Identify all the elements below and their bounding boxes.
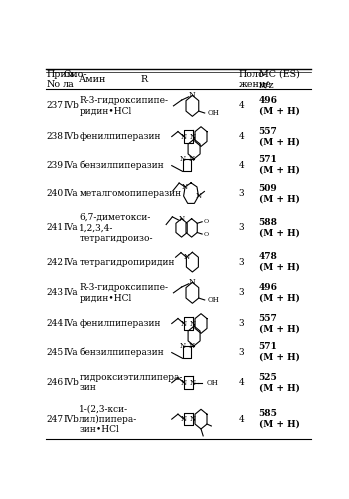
Text: 571
(M + H): 571 (M + H)	[259, 155, 299, 175]
Text: 585
(M + H): 585 (M + H)	[259, 410, 299, 429]
Text: Прим.
No: Прим. No	[47, 70, 78, 89]
Text: 496
(M + H): 496 (M + H)	[259, 96, 299, 116]
Text: 3: 3	[238, 189, 244, 198]
Text: R-3-гидроксипипе-
ридин•HCl: R-3-гидроксипипе- ридин•HCl	[79, 96, 168, 116]
Text: 3: 3	[238, 224, 244, 233]
Text: фенилпиперазин: фенилпиперазин	[79, 132, 161, 141]
Text: N: N	[178, 215, 185, 223]
Text: OH: OH	[208, 109, 220, 117]
Text: OH: OH	[208, 296, 220, 304]
Text: 478
(M + H): 478 (M + H)	[259, 252, 299, 272]
Text: 3: 3	[238, 319, 244, 328]
Text: 3: 3	[238, 348, 244, 357]
Text: 4: 4	[238, 378, 244, 387]
Text: IVb: IVb	[63, 415, 79, 424]
Text: 243: 243	[47, 288, 64, 297]
Text: 3: 3	[238, 288, 244, 297]
Text: N: N	[188, 155, 194, 163]
Text: гидроксиэтилпипера-
зин: гидроксиэтилпипера- зин	[79, 373, 183, 392]
Text: O: O	[204, 232, 209, 237]
Text: Амин: Амин	[79, 75, 107, 84]
Text: IVb: IVb	[63, 378, 79, 387]
Text: 245: 245	[47, 348, 64, 357]
Text: IVa: IVa	[63, 161, 78, 170]
Text: 1-(2,3-кси-
лил)пипера-
зин•HCl: 1-(2,3-кси- лил)пипера- зин•HCl	[79, 404, 138, 434]
Text: 571
(M + H): 571 (M + H)	[259, 342, 299, 362]
Text: 242: 242	[47, 257, 64, 266]
Text: 241: 241	[47, 224, 64, 233]
Text: 4: 4	[238, 101, 244, 110]
Text: металгомопиперазин: металгомопиперазин	[79, 189, 181, 198]
Text: 525
(M + H): 525 (M + H)	[259, 373, 299, 392]
Text: IVa: IVa	[63, 189, 78, 198]
Text: N: N	[188, 342, 194, 350]
Text: IVa: IVa	[63, 288, 78, 297]
Text: N: N	[181, 319, 187, 327]
Text: IVb: IVb	[63, 101, 79, 110]
Text: 557
(M + H): 557 (M + H)	[259, 127, 299, 146]
Text: N: N	[181, 415, 187, 423]
Text: IVa: IVa	[63, 224, 78, 233]
Text: 557
(M + H): 557 (M + H)	[259, 314, 299, 333]
Text: фенилпиперазин: фенилпиперазин	[79, 319, 161, 328]
Text: 240: 240	[47, 189, 64, 198]
Text: бензилпиперазин: бензилпиперазин	[79, 347, 164, 357]
Text: OH: OH	[207, 379, 218, 387]
Text: 509
(M + H): 509 (M + H)	[259, 184, 299, 204]
Text: 247: 247	[47, 415, 64, 424]
Text: N: N	[190, 415, 196, 423]
Text: 496
(M + H): 496 (M + H)	[259, 283, 299, 302]
Text: Смо-
ла: Смо- ла	[63, 70, 87, 89]
Text: R: R	[141, 75, 148, 84]
Text: N: N	[183, 253, 190, 261]
Text: 239: 239	[47, 161, 64, 170]
Text: IVa: IVa	[63, 257, 78, 266]
Text: O: O	[204, 219, 209, 224]
Text: Поло-
жение: Поло- жение	[238, 70, 271, 89]
Text: 4: 4	[238, 415, 244, 424]
Text: 6,7-диметокси-
1,2,3,4-
тетрагидроизо-: 6,7-диметокси- 1,2,3,4- тетрагидроизо-	[79, 213, 153, 243]
Text: MC (ES)
м/z: MC (ES) м/z	[259, 70, 299, 89]
Text: N: N	[182, 183, 188, 191]
Text: N: N	[189, 278, 196, 286]
Text: 244: 244	[47, 319, 64, 328]
Text: N: N	[181, 379, 187, 387]
Text: 238: 238	[47, 132, 64, 141]
Text: N: N	[189, 91, 196, 99]
Text: N: N	[179, 155, 186, 163]
Text: 3: 3	[238, 257, 244, 266]
Text: 4: 4	[238, 161, 244, 170]
Text: 246: 246	[47, 378, 64, 387]
Text: N: N	[179, 342, 186, 350]
Text: 4: 4	[238, 132, 244, 141]
Text: N: N	[190, 379, 196, 387]
Text: N: N	[190, 133, 196, 141]
Text: IVa: IVa	[63, 319, 78, 328]
Text: 588
(M + H): 588 (M + H)	[259, 218, 299, 238]
Text: N: N	[195, 192, 201, 200]
Text: IVa: IVa	[63, 348, 78, 357]
Text: IVb: IVb	[63, 132, 79, 141]
Text: N: N	[190, 319, 196, 327]
Text: бензилпиперазин: бензилпиперазин	[79, 160, 164, 170]
Text: тетрагидропиридин: тетрагидропиридин	[79, 257, 175, 266]
Text: N: N	[181, 133, 187, 141]
Text: 237: 237	[47, 101, 64, 110]
Text: R-3-гидроксипипе-
ридин•HCl: R-3-гидроксипипе- ридин•HCl	[79, 283, 168, 302]
